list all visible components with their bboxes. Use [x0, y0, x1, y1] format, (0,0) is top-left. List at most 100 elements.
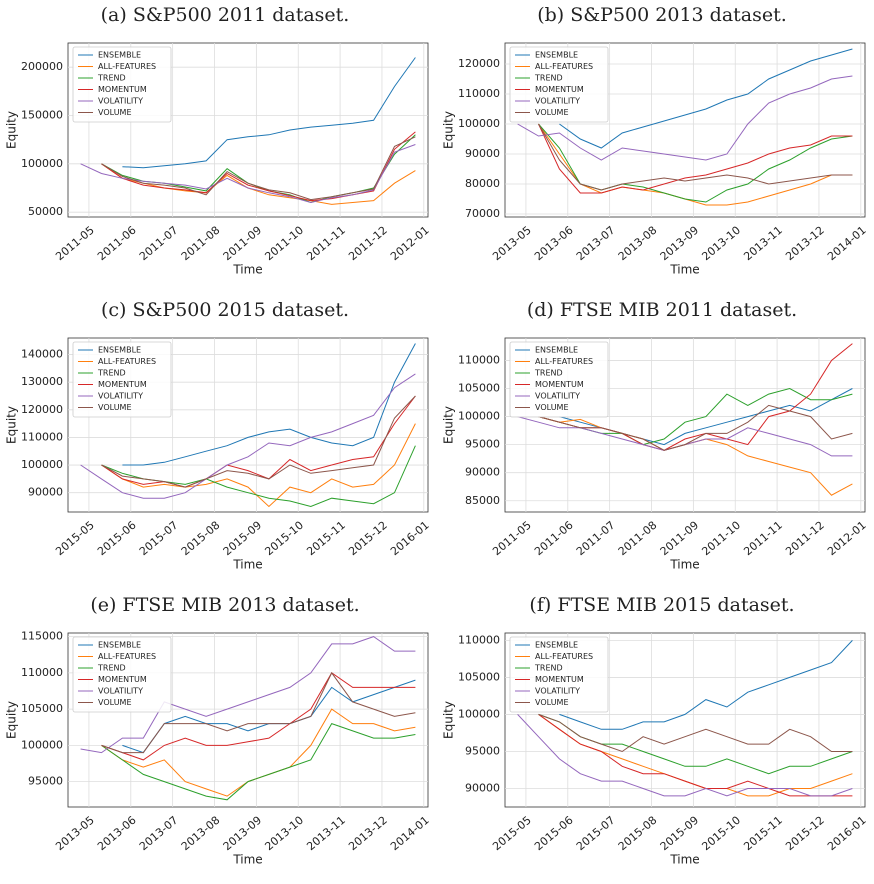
legend-label: ENSEMBLE	[98, 641, 141, 650]
x-tick-label: 2013-06	[95, 814, 139, 854]
legend-box	[509, 341, 609, 418]
x-tick-label: 2011-10	[700, 519, 744, 559]
y-tick-label: 100000	[458, 117, 500, 130]
y-tick-label: 110000	[458, 87, 500, 100]
y-tick-label: 110000	[21, 666, 63, 679]
legend-label: VOLUME	[98, 403, 132, 412]
x-tick-label: 2011-05	[53, 224, 97, 264]
y-tick-label: 105000	[458, 382, 500, 395]
legend-label: TREND	[97, 369, 126, 378]
x-tick-label: 2015-07	[574, 814, 618, 854]
series-line	[538, 713, 853, 797]
x-tick-label: 2011-06	[95, 224, 139, 264]
y-axis-label: Equity	[442, 111, 456, 149]
series-line	[101, 672, 416, 761]
x-axis-label: Time	[669, 263, 699, 277]
legend-label: ALL-FEATURES	[98, 652, 156, 661]
x-tick-label: 2015-09	[221, 519, 265, 559]
y-axis-label: Equity	[5, 406, 19, 444]
y-tick-label: 95000	[465, 744, 500, 757]
series-line	[122, 343, 416, 466]
series-line	[538, 123, 853, 194]
y-tick-label: 200000	[21, 60, 63, 73]
legend-box	[72, 341, 172, 418]
x-axis-label: Time	[232, 263, 262, 277]
legend-label: TREND	[534, 369, 563, 378]
legend-label: MOMENTUM	[535, 85, 584, 94]
y-tick-label: 70000	[465, 207, 500, 220]
y-tick-label: 95000	[465, 438, 500, 451]
x-tick-label: 2015-06	[532, 814, 576, 854]
legend-label: ALL-FEATURES	[98, 357, 156, 366]
y-tick-label: 90000	[465, 466, 500, 479]
x-tick-label: 2013-12	[346, 814, 390, 854]
y-tick-label: 90000	[465, 781, 500, 794]
y-tick-label: 120000	[21, 403, 63, 416]
y-tick-label: 120000	[458, 57, 500, 70]
chart-title: (f) FTSE MIB 2015 dataset.	[529, 594, 794, 616]
x-tick-label: 2013-05	[53, 814, 97, 854]
legend-label: ENSEMBLE	[535, 641, 578, 650]
x-tick-label: 2013-06	[532, 224, 576, 264]
x-tick-label: 2014-01	[388, 814, 432, 854]
x-tick-label: 2013-08	[179, 814, 223, 854]
y-tick-label: 130000	[21, 375, 63, 388]
y-tick-label: 115000	[21, 630, 63, 643]
x-tick-label: 2013-12	[783, 224, 827, 264]
x-tick-label: 2011-08	[616, 519, 660, 559]
legend-label: VOLUME	[535, 698, 569, 707]
x-tick-label: 2013-11	[741, 224, 785, 264]
legend-label: VOLATILITY	[535, 687, 580, 696]
y-tick-label: 105000	[21, 702, 63, 715]
legend-label: VOLATILITY	[98, 687, 143, 696]
y-tick-label: 100000	[21, 738, 63, 751]
legend-label: ALL-FEATURES	[535, 652, 593, 661]
x-tick-label: 2011-09	[221, 224, 265, 264]
x-axis-label: Time	[232, 853, 262, 867]
legend-label: ALL-FEATURES	[98, 62, 156, 71]
x-tick-label: 2013-11	[304, 814, 348, 854]
y-tick-label: 50000	[28, 205, 63, 218]
legend-label: VOLUME	[98, 108, 132, 117]
legend-label: ALL-FEATURES	[535, 357, 593, 366]
chart-title: (e) FTSE MIB 2013 dataset.	[90, 594, 359, 616]
series-line	[80, 636, 416, 754]
legend-label: MOMENTUM	[535, 675, 584, 684]
series-line	[101, 163, 416, 205]
x-tick-label: 2015-10	[263, 519, 307, 559]
x-tick-label: 2013-05	[490, 224, 534, 264]
x-axis-label: Time	[232, 558, 262, 572]
x-tick-label: 2015-08	[179, 519, 223, 559]
x-tick-label: 2011-11	[304, 224, 348, 264]
legend-label: VOLATILITY	[98, 97, 143, 106]
x-tick-label: 2011-10	[263, 224, 307, 264]
y-axis-label: Equity	[442, 701, 456, 739]
x-tick-label: 2012-01	[825, 519, 869, 559]
x-tick-label: 2013-08	[616, 224, 660, 264]
x-tick-label: 2016-01	[825, 814, 869, 854]
legend-label: TREND	[97, 664, 126, 673]
chart-title: (c) S&P500 2015 dataset.	[101, 299, 349, 321]
x-tick-label: 2011-09	[658, 519, 702, 559]
legend-box	[509, 636, 609, 713]
series-line	[80, 373, 416, 499]
x-tick-label: 2011-07	[574, 519, 618, 559]
x-tick-label: 2011-11	[741, 519, 785, 559]
legend-label: ENSEMBLE	[535, 346, 578, 355]
x-tick-label: 2015-06	[95, 519, 139, 559]
series-line	[538, 404, 853, 451]
y-axis-label: Equity	[5, 111, 19, 149]
legend-label: TREND	[534, 664, 563, 673]
legend-label: MOMENTUM	[98, 85, 147, 94]
series-line	[559, 48, 853, 149]
chart-title: (a) S&P500 2011 dataset.	[101, 4, 350, 26]
y-tick-label: 110000	[458, 633, 500, 646]
x-tick-label: 2011-12	[783, 519, 827, 559]
legend-label: VOLUME	[98, 698, 132, 707]
y-tick-label: 90000	[28, 486, 63, 499]
chart-title: (d) FTSE MIB 2011 dataset.	[527, 299, 797, 321]
legend-label: MOMENTUM	[98, 675, 147, 684]
x-tick-label: 2013-09	[658, 224, 702, 264]
legend-label: MOMENTUM	[535, 380, 584, 389]
